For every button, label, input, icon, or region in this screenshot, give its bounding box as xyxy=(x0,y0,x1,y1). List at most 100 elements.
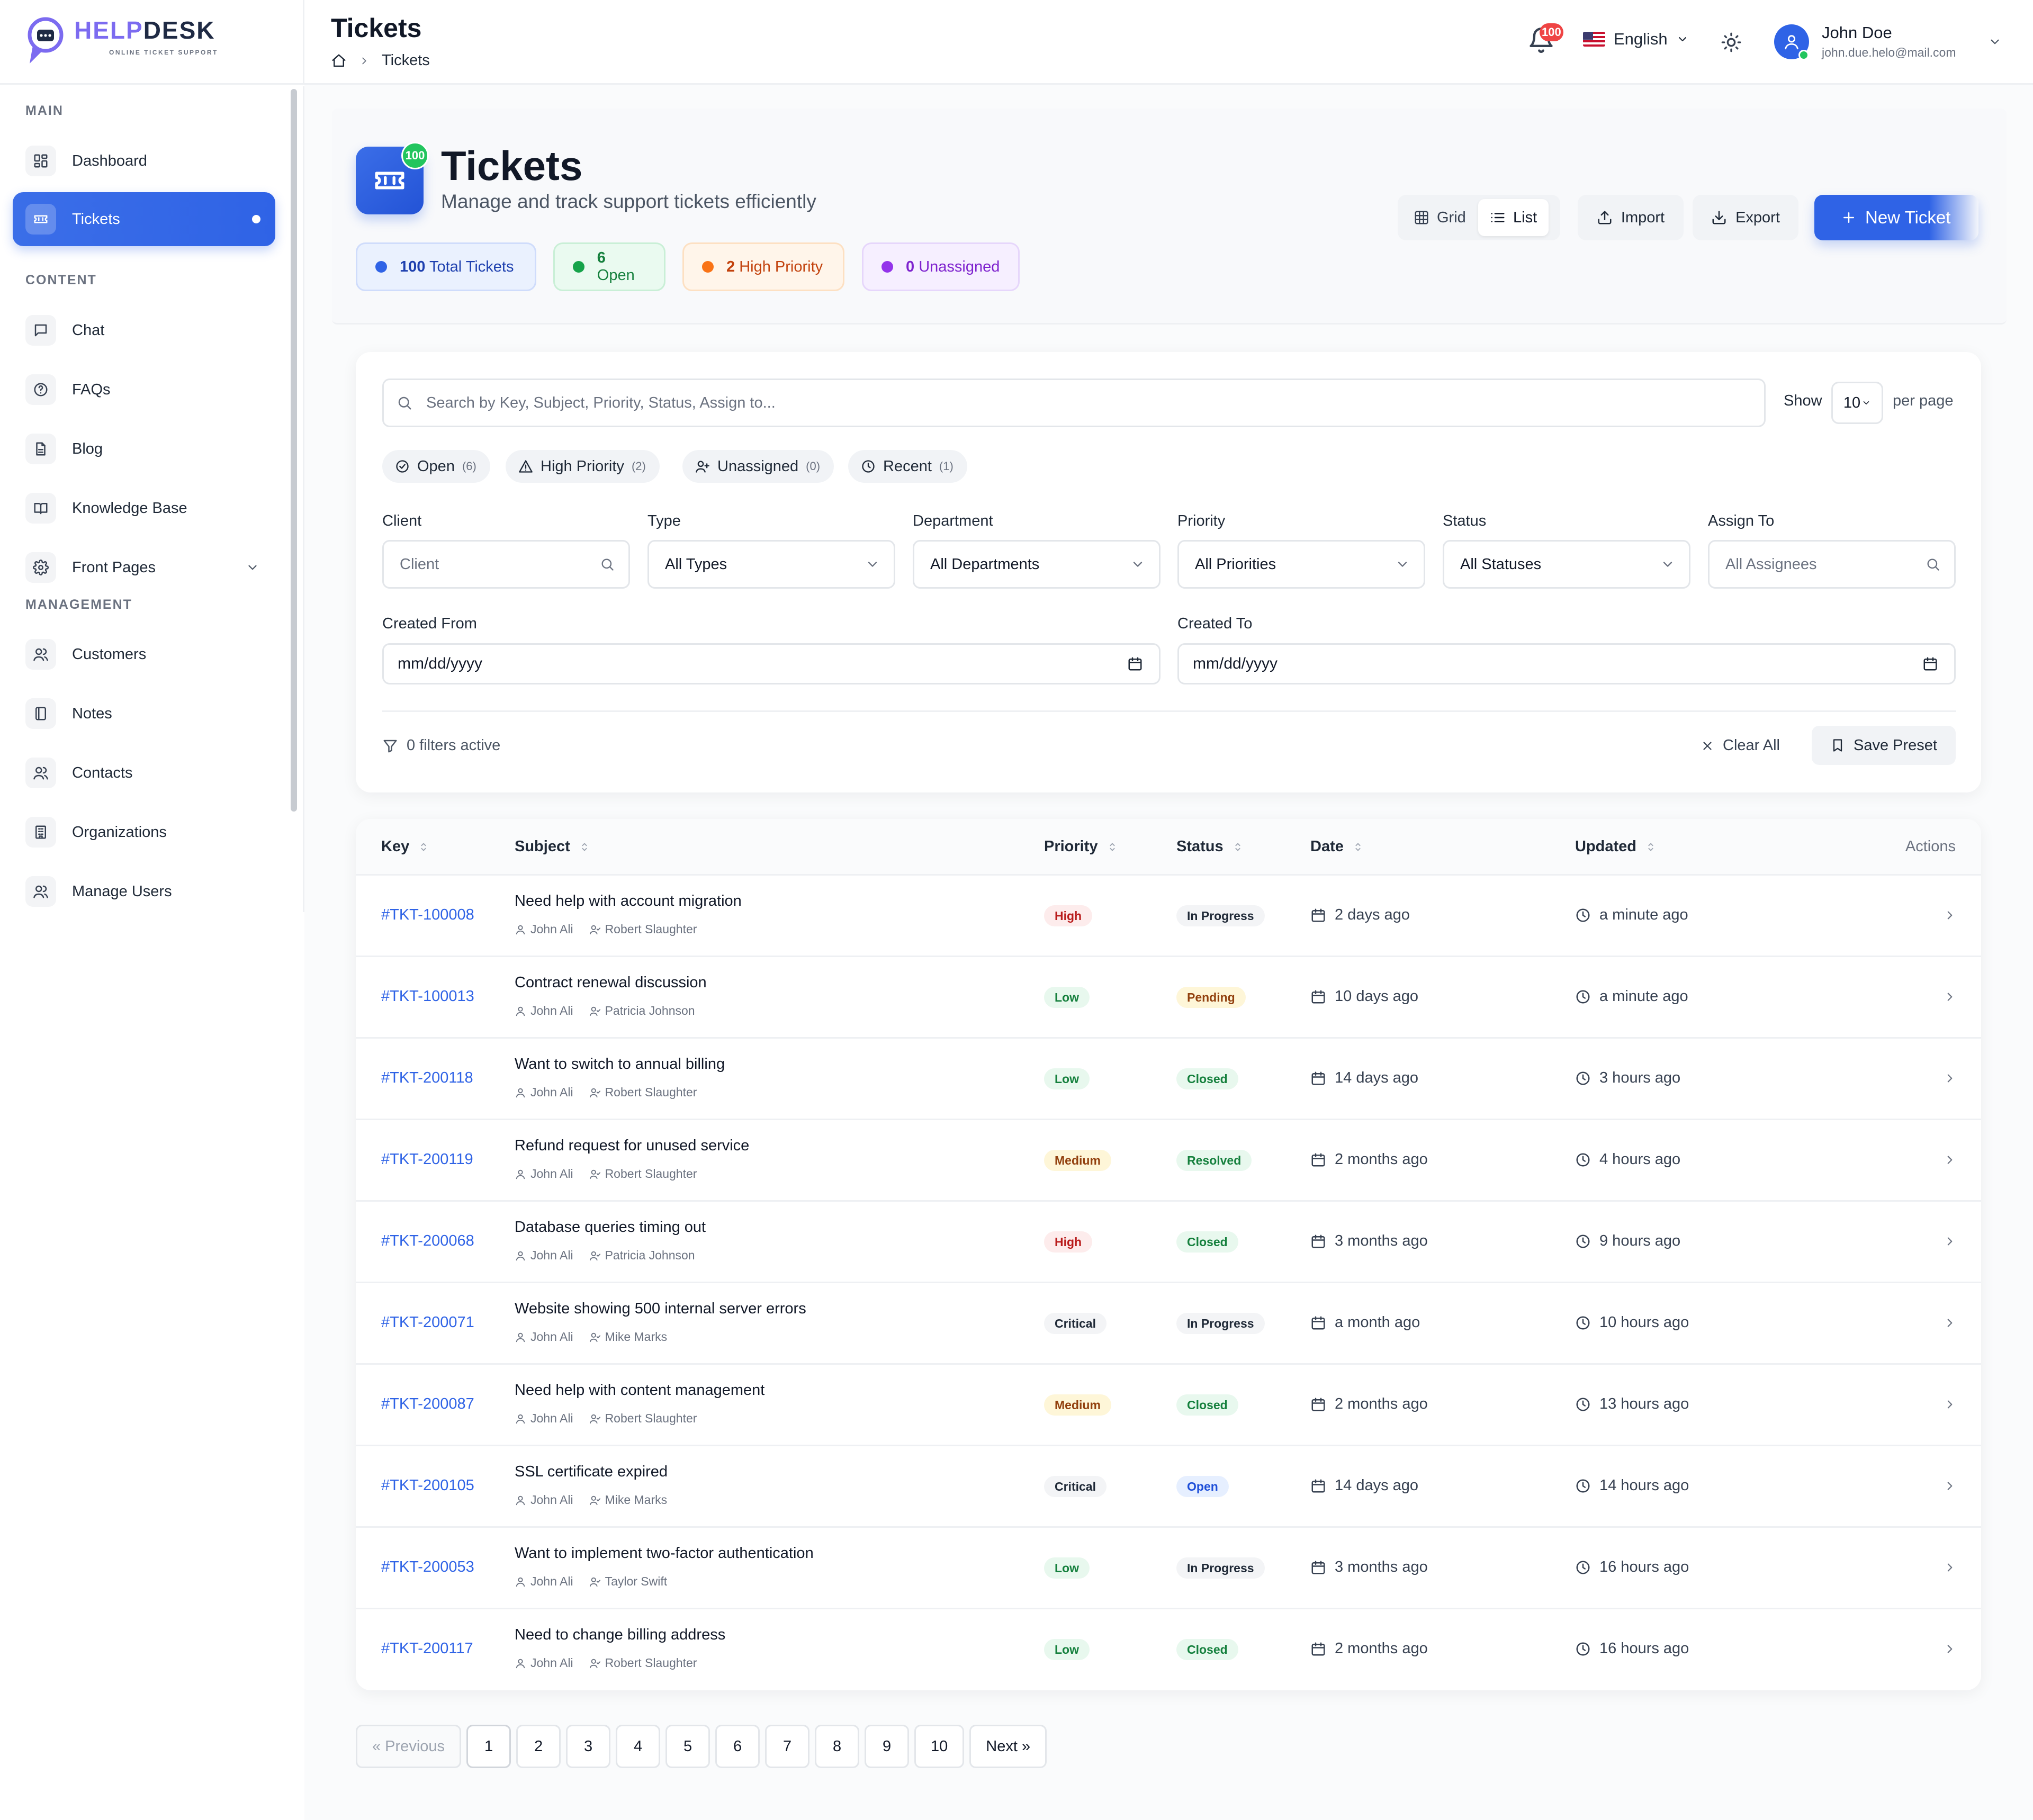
page-2-button[interactable]: 2 xyxy=(516,1725,561,1768)
calendar-icon[interactable] xyxy=(1127,656,1143,672)
quick-filter-unassigned[interactable]: Unassigned (0) xyxy=(682,450,834,483)
column-header-subject[interactable]: Subject xyxy=(515,838,590,855)
chevron-down-icon[interactable] xyxy=(1988,35,2002,49)
search-input[interactable] xyxy=(426,382,1750,424)
table-row[interactable]: #TKT-200071 Website showing 500 internal… xyxy=(356,1283,1981,1365)
table-row[interactable]: #TKT-200117 Need to change billing addre… xyxy=(356,1609,1981,1690)
page-4-button[interactable]: 4 xyxy=(616,1725,661,1768)
sidebar-item-customers[interactable]: Customers xyxy=(13,627,275,681)
ticket-key-link[interactable]: #TKT-200105 xyxy=(381,1477,474,1494)
per-page-select[interactable]: 10 xyxy=(1831,382,1883,424)
status-filter-select[interactable]: All Statuses xyxy=(1443,540,1690,589)
ticket-subject[interactable]: Website showing 500 internal server erro… xyxy=(515,1300,806,1317)
ticket-key-link[interactable]: #TKT-200119 xyxy=(381,1151,473,1168)
ticket-key-link[interactable]: #TKT-200118 xyxy=(381,1069,473,1086)
ticket-key-link[interactable]: #TKT-200071 xyxy=(381,1314,474,1331)
stat-open[interactable]: 6 Open xyxy=(553,242,665,291)
grid-view-button[interactable]: Grid xyxy=(1402,199,1478,236)
ticket-key-link[interactable]: #TKT-200068 xyxy=(381,1232,474,1249)
column-header-status[interactable]: Status xyxy=(1176,838,1244,855)
chevron-right-icon[interactable] xyxy=(1943,1153,1957,1167)
ticket-subject[interactable]: Want to switch to annual billing xyxy=(515,1056,725,1073)
table-row[interactable]: #TKT-200068 Database queries timing out … xyxy=(356,1202,1981,1283)
stat-total-tickets[interactable]: 100 Total Tickets xyxy=(356,242,536,291)
sidebar-item-faqs[interactable]: FAQs xyxy=(13,363,275,417)
logo[interactable]: HELPDESK ONLINE TICKET SUPPORT xyxy=(0,0,304,85)
sidebar-item-manage-users[interactable]: Manage Users xyxy=(13,864,275,918)
ticket-subject[interactable]: SSL certificate expired xyxy=(515,1463,668,1480)
sidebar-item-tickets[interactable]: Tickets xyxy=(13,192,275,246)
page-8-button[interactable]: 8 xyxy=(815,1725,860,1768)
quick-filter-open[interactable]: Open (6) xyxy=(382,450,490,483)
ticket-subject[interactable]: Database queries timing out xyxy=(515,1219,706,1236)
clear-all-button[interactable]: Clear All xyxy=(1701,737,1780,754)
chevron-right-icon[interactable] xyxy=(1943,1479,1957,1493)
ticket-key-link[interactable]: #TKT-100013 xyxy=(381,988,474,1005)
quick-filter-recent[interactable]: Recent (1) xyxy=(848,450,967,483)
chevron-right-icon[interactable] xyxy=(1943,1398,1957,1411)
chevron-right-icon[interactable] xyxy=(1943,990,1957,1004)
client-filter-input[interactable]: Client xyxy=(382,540,630,589)
chevron-right-icon[interactable] xyxy=(1943,908,1957,922)
ticket-key-link[interactable]: #TKT-100008 xyxy=(381,906,474,923)
ticket-subject[interactable]: Need to change billing address xyxy=(515,1626,726,1643)
assign-to-filter-input[interactable]: All Assignees xyxy=(1708,540,1956,589)
sidebar-item-contacts[interactable]: Contacts xyxy=(13,746,275,800)
department-filter-select[interactable]: All Departments xyxy=(913,540,1161,589)
user-name[interactable]: John Doe xyxy=(1822,23,1892,42)
chevron-right-icon[interactable] xyxy=(1943,1561,1957,1574)
ticket-key-link[interactable]: #TKT-200117 xyxy=(381,1640,473,1657)
chevron-right-icon[interactable] xyxy=(1943,1316,1957,1330)
priority-filter-select[interactable]: All Priorities xyxy=(1177,540,1425,589)
chevron-right-icon[interactable] xyxy=(1943,1071,1957,1085)
ticket-key-link[interactable]: #TKT-200087 xyxy=(381,1395,474,1412)
table-row[interactable]: #TKT-200119 Refund request for unused se… xyxy=(356,1120,1981,1202)
import-button[interactable]: Import xyxy=(1578,195,1684,240)
type-filter-select[interactable]: All Types xyxy=(647,540,895,589)
calendar-icon[interactable] xyxy=(1922,656,1938,672)
ticket-key-link[interactable]: #TKT-200053 xyxy=(381,1558,474,1575)
sidebar-item-chat[interactable]: Chat xyxy=(13,303,275,357)
table-row[interactable]: #TKT-200118 Want to switch to annual bil… xyxy=(356,1039,1981,1120)
table-row[interactable]: #TKT-200053 Want to implement two-factor… xyxy=(356,1528,1981,1609)
ticket-subject[interactable]: Want to implement two-factor authenticat… xyxy=(515,1545,814,1562)
ticket-subject[interactable]: Contract renewal discussion xyxy=(515,974,707,991)
table-row[interactable]: #TKT-200087 Need help with content manag… xyxy=(356,1365,1981,1446)
sidebar-item-front-pages[interactable]: Front Pages xyxy=(13,540,275,594)
stat-high-priority[interactable]: 2 High Priority xyxy=(682,242,844,291)
sun-icon[interactable] xyxy=(1721,32,1742,53)
page-5-button[interactable]: 5 xyxy=(665,1725,710,1768)
page-10-button[interactable]: 10 xyxy=(914,1725,965,1768)
previous-page-button[interactable]: « Previous xyxy=(356,1725,462,1768)
sidebar-item-organizations[interactable]: Organizations xyxy=(13,805,275,859)
quick-filter-high-priority[interactable]: High Priority (2) xyxy=(506,450,660,483)
created-to-input[interactable]: mm/dd/yyyy xyxy=(1177,643,1956,684)
ticket-subject[interactable]: Refund request for unused service xyxy=(515,1137,750,1154)
next-page-button[interactable]: Next » xyxy=(969,1725,1047,1768)
sidebar-item-dashboard[interactable]: Dashboard xyxy=(13,134,275,188)
chevron-right-icon[interactable] xyxy=(1943,1235,1957,1248)
page-3-button[interactable]: 3 xyxy=(566,1725,611,1768)
sidebar-item-notes[interactable]: Notes xyxy=(13,687,275,741)
column-header-key[interactable]: Key xyxy=(381,838,429,855)
new-ticket-button[interactable]: New Ticket xyxy=(1814,195,1978,240)
page-6-button[interactable]: 6 xyxy=(715,1725,760,1768)
stat-unassigned[interactable]: 0 Unassigned xyxy=(862,242,1020,291)
created-from-input[interactable]: mm/dd/yyyy xyxy=(382,643,1161,684)
ticket-subject[interactable]: Need help with account migration xyxy=(515,893,742,909)
table-row[interactable]: #TKT-200105 SSL certificate expired John… xyxy=(356,1446,1981,1528)
ticket-subject[interactable]: Need help with content management xyxy=(515,1382,765,1399)
table-row[interactable]: #TKT-100013 Contract renewal discussion … xyxy=(356,957,1981,1039)
sidebar-scrollbar[interactable] xyxy=(291,89,297,812)
list-view-button[interactable]: List xyxy=(1478,199,1549,236)
column-header-updated[interactable]: Updated xyxy=(1575,838,1657,855)
page-7-button[interactable]: 7 xyxy=(765,1725,810,1768)
chevron-right-icon[interactable] xyxy=(1943,1642,1957,1656)
page-1-button[interactable]: 1 xyxy=(466,1725,511,1768)
save-preset-button[interactable]: Save Preset xyxy=(1812,726,1956,765)
home-icon[interactable] xyxy=(331,53,347,69)
export-button[interactable]: Export xyxy=(1693,195,1798,240)
sidebar-item-blog[interactable]: Blog xyxy=(13,422,275,476)
column-header-date[interactable]: Date xyxy=(1310,838,1364,855)
page-9-button[interactable]: 9 xyxy=(865,1725,910,1768)
